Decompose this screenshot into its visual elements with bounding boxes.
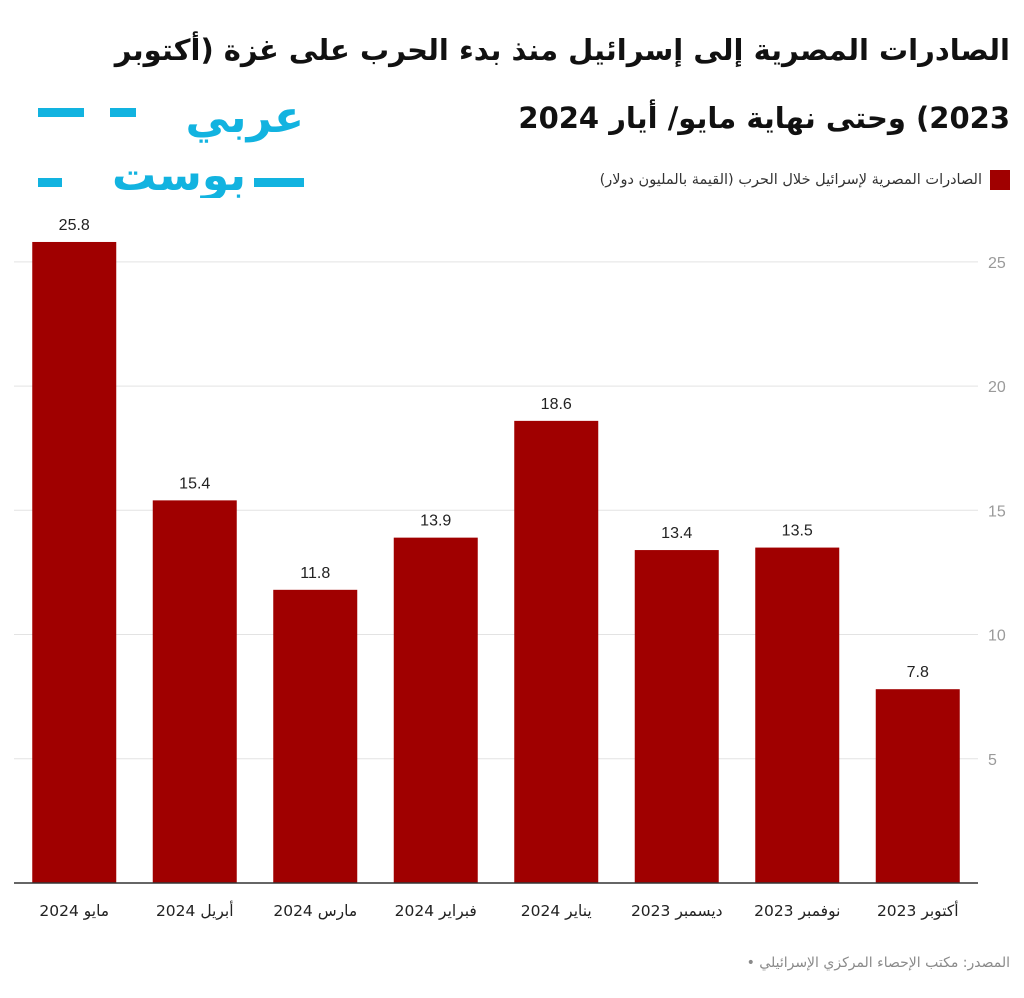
y-tick-label: 20 [988, 379, 1006, 396]
bar [514, 420, 599, 883]
bar [875, 689, 960, 883]
x-tick-label: يناير 2024 [521, 902, 592, 920]
bar [273, 589, 358, 883]
x-tick-label: ديسمبر 2023 [631, 902, 723, 920]
bar [152, 500, 237, 883]
data-label: 15.4 [179, 475, 210, 492]
x-tick-label: أبريل 2024 [156, 900, 234, 920]
data-label: 7.8 [907, 664, 929, 681]
y-tick-label: 10 [988, 628, 1006, 645]
data-label: 25.8 [59, 217, 90, 234]
y-tick-label: 5 [988, 752, 997, 769]
data-label: 18.6 [541, 396, 572, 413]
source-note: المصدر: مكتب الإحصاء المركزي الإسرائيلي … [746, 955, 1010, 971]
y-tick-label: 15 [988, 503, 1006, 520]
data-label: 13.4 [661, 525, 692, 542]
logo-text-line1: عربي [186, 92, 304, 143]
x-tick-label: فبراير 2024 [395, 902, 477, 920]
chart-title: الصادرات المصرية إلى إسرائيل منذ بدء الح… [114, 33, 1010, 135]
bar [393, 537, 478, 883]
legend: الصادرات المصرية لإسرائيل خلال الحرب (ال… [600, 170, 1010, 190]
x-tick-label: أكتوبر 2023 [877, 900, 959, 920]
logo-text-line2: بوست [112, 150, 246, 198]
bar [634, 550, 719, 883]
data-label: 11.8 [300, 565, 330, 582]
arabi-post-logo: عربي بوست [38, 92, 304, 198]
legend-label: الصادرات المصرية لإسرائيل خلال الحرب (ال… [599, 172, 982, 188]
x-tick-label: مايو 2024 [39, 902, 109, 920]
data-label: 13.9 [420, 513, 451, 530]
x-tick-label: نوفمبر 2023 [754, 902, 840, 920]
x-tick-label: مارس 2024 [273, 902, 357, 920]
y-tick-label: 25 [988, 255, 1006, 272]
legend-swatch [990, 170, 1010, 190]
data-label: 13.5 [782, 523, 813, 540]
bar [32, 241, 117, 883]
bar [755, 547, 840, 883]
